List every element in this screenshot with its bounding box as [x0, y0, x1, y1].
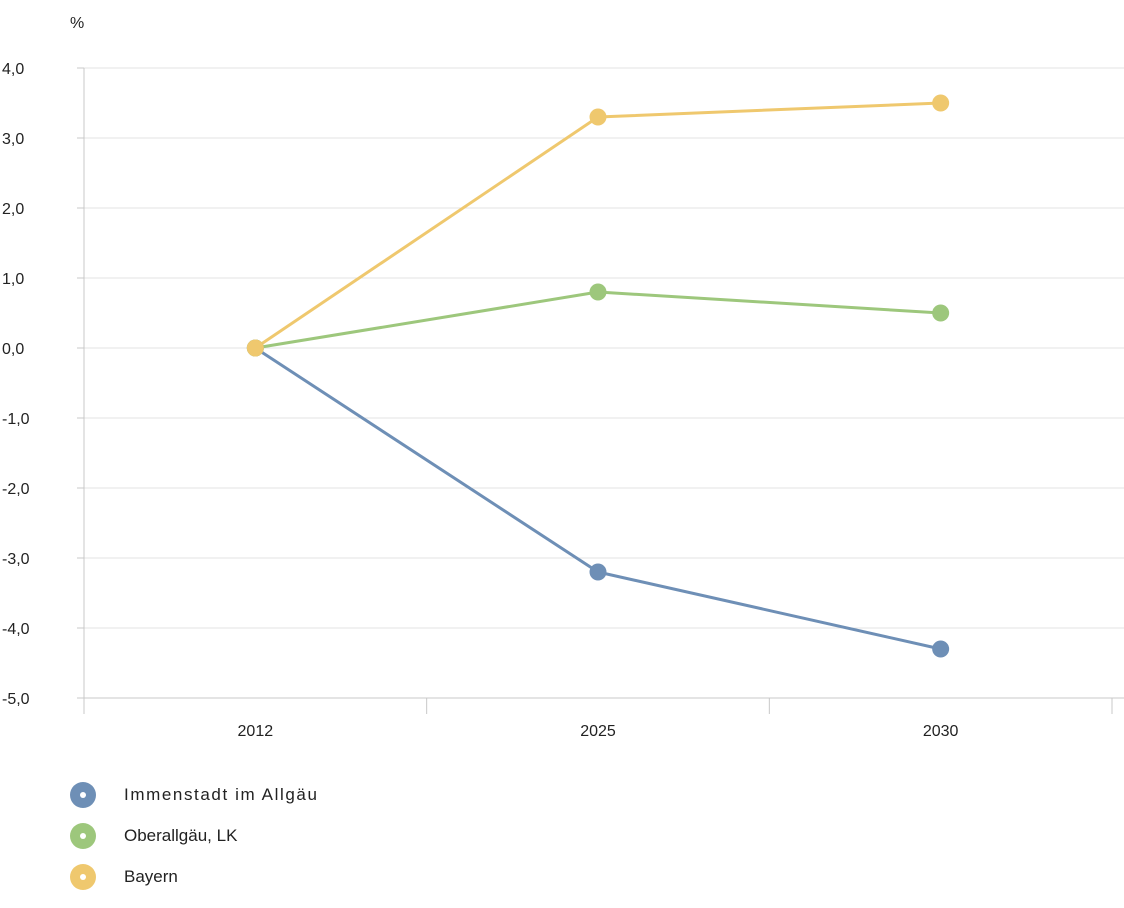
legend: Immenstadt im Allgäu Oberallgäu, LK Baye… [70, 782, 319, 908]
legend-item-immenstadt[interactable]: Immenstadt im Allgäu [70, 782, 319, 808]
x-tick-labels: 2012 2025 2030 [238, 723, 959, 740]
x-tick-label: 2025 [580, 723, 616, 740]
line-chart: % 4,0 3,0 2,0 1,0 0,0 -1,0 -2,0 -3,0 -4,0 -5,0 20… [2, 15, 1124, 740]
axes [77, 67, 1124, 714]
x-tick-label: 2030 [923, 723, 959, 740]
x-tick-label: 2012 [238, 723, 274, 740]
legend-marker-icon [70, 782, 96, 808]
y-tick-label: -4,0 [2, 621, 30, 638]
series-line-0 [253, 346, 943, 651]
y-tick-label: -5,0 [2, 691, 30, 708]
gridlines [84, 67, 1124, 629]
legend-item-bayern[interactable]: Bayern [70, 864, 319, 890]
y-tick-label: -2,0 [2, 481, 30, 498]
data-point-2-2[interactable] [932, 94, 950, 112]
y-tick-labels: 4,0 3,0 2,0 1,0 0,0 -1,0 -2,0 -3,0 -4,0 -5,0 [2, 61, 30, 708]
data-point-1-1[interactable] [589, 283, 607, 301]
y-tick-label: 2,0 [2, 201, 24, 218]
series-points [246, 94, 950, 658]
y-tick-label: 1,0 [2, 271, 24, 288]
data-point-1-2[interactable] [932, 304, 950, 322]
y-tick-label: 0,0 [2, 341, 24, 358]
legend-label: Bayern [124, 867, 178, 886]
y-tick-label: -1,0 [2, 411, 30, 428]
legend-label: Immenstadt im Allgäu [124, 785, 319, 804]
y-tick-label: -3,0 [2, 551, 30, 568]
data-point-2-1[interactable] [589, 108, 607, 126]
data-point-0-1[interactable] [589, 563, 607, 581]
legend-item-oberallgaeu[interactable]: Oberallgäu, LK [70, 823, 319, 849]
legend-marker-icon [70, 864, 96, 890]
series-line-2 [253, 101, 943, 350]
y-tick-label: 4,0 [2, 61, 24, 78]
data-point-2-0[interactable] [246, 339, 264, 357]
legend-label: Oberallgäu, LK [124, 826, 238, 845]
y-tick-label: 3,0 [2, 131, 24, 148]
y-axis-unit-label: % [70, 15, 84, 32]
data-point-0-2[interactable] [932, 640, 950, 658]
legend-marker-icon [70, 823, 96, 849]
